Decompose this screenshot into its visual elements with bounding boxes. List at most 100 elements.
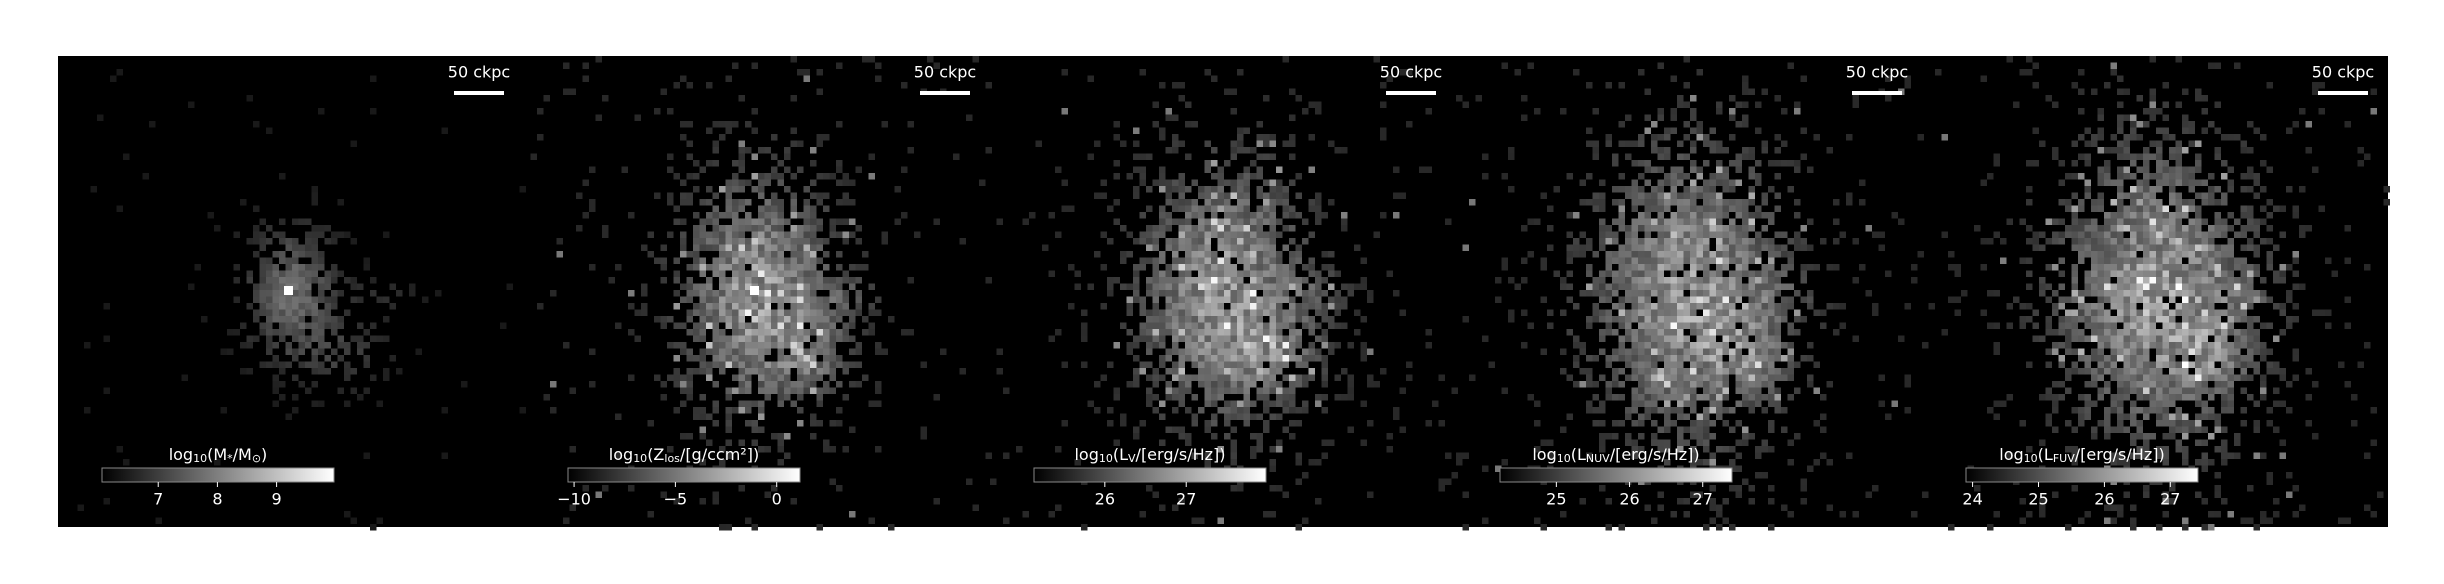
- pixel: [1269, 296, 1276, 303]
- pixel: [758, 361, 765, 368]
- pixel: [1308, 290, 1315, 297]
- pixel: [285, 413, 292, 420]
- pixel: [1328, 348, 1335, 355]
- pixel: [1742, 309, 1749, 316]
- pixel: [751, 355, 758, 362]
- pixel: [1302, 355, 1309, 362]
- pixel: [1211, 160, 1218, 167]
- pixel: [693, 322, 700, 329]
- pixel: [1670, 166, 1677, 173]
- pixel: [732, 244, 739, 251]
- pixel: [1631, 283, 1638, 290]
- pixel: [823, 348, 830, 355]
- pixel: [370, 277, 377, 284]
- pixel: [1781, 264, 1788, 271]
- pixel: [1800, 75, 1807, 82]
- pixel: [1566, 374, 1573, 381]
- pixel: [1742, 147, 1749, 154]
- pixel: [615, 264, 622, 271]
- pixel: [1328, 322, 1335, 329]
- pixel: [1729, 303, 1736, 310]
- pixel: [1618, 322, 1625, 329]
- pixel: [1657, 426, 1664, 433]
- pixel: [1612, 420, 1619, 427]
- pixel: [823, 296, 830, 303]
- pixel: [2091, 134, 2098, 141]
- pixel: [1755, 173, 1762, 180]
- pixel: [1690, 426, 1697, 433]
- pixel: [1315, 355, 1322, 362]
- pixel: [1217, 186, 1224, 193]
- pixel: [1022, 511, 1029, 518]
- pixel: [285, 238, 292, 245]
- pixel: [2299, 108, 2306, 115]
- pixel: [745, 335, 752, 342]
- pixel: [1263, 426, 1270, 433]
- pixel: [1677, 309, 1684, 316]
- pixel: [1677, 400, 1684, 407]
- pixel: [1625, 231, 1632, 238]
- pixel: [1367, 420, 1374, 427]
- pixel: [777, 290, 784, 297]
- pixel: [2156, 166, 2163, 173]
- pixel: [1709, 368, 1716, 375]
- pixel: [1954, 296, 1961, 303]
- pixel: [1599, 420, 1606, 427]
- pixel: [2201, 238, 2208, 245]
- pixel: [1987, 290, 1994, 297]
- pixel: [712, 420, 719, 427]
- pixel: [285, 303, 292, 310]
- pixel: [1586, 199, 1593, 206]
- pixel: [1644, 283, 1651, 290]
- pixel: [1139, 153, 1146, 160]
- pixel: [1191, 244, 1198, 251]
- pixel: [1315, 270, 1322, 277]
- pixel: [1638, 186, 1645, 193]
- pixel: [1159, 413, 1166, 420]
- pixel: [1742, 426, 1749, 433]
- pixel: [1178, 426, 1185, 433]
- pixel: [1657, 504, 1664, 511]
- pixel: [738, 368, 745, 375]
- pixel: [1586, 244, 1593, 251]
- pixel: [2169, 238, 2176, 245]
- pixel: [1152, 121, 1159, 128]
- pixel: [1748, 186, 1755, 193]
- pixel: [1993, 153, 2000, 160]
- pixel: [563, 62, 570, 69]
- pixel: [1185, 283, 1192, 290]
- pixel: [2227, 264, 2234, 271]
- pixel: [803, 335, 810, 342]
- pixel: [1703, 283, 1710, 290]
- pixel: [2039, 231, 2046, 238]
- pixel: [2312, 88, 2319, 95]
- pixel: [350, 277, 357, 284]
- pixel: [1159, 322, 1166, 329]
- pixel: [259, 303, 266, 310]
- pixel: [2253, 173, 2260, 180]
- pixel: [1126, 296, 1133, 303]
- pixel: [1729, 361, 1736, 368]
- pixel: [2188, 127, 2195, 134]
- pixel: [1781, 283, 1788, 290]
- pixel: [1204, 251, 1211, 258]
- pixel: [1172, 426, 1179, 433]
- pixel: [1657, 192, 1664, 199]
- pixel: [2149, 257, 2156, 264]
- pixel: [1774, 316, 1781, 323]
- pixel: [1761, 374, 1768, 381]
- pixel: [1282, 296, 1289, 303]
- pixel: [790, 316, 797, 323]
- pixel: [2175, 147, 2182, 154]
- pixel: [1230, 413, 1237, 420]
- pixel: [2117, 205, 2124, 212]
- pixel: [1178, 199, 1185, 206]
- pixel: [1651, 199, 1658, 206]
- pixel: [1087, 153, 1094, 160]
- pixel: [1295, 374, 1302, 381]
- pixel: [1146, 290, 1153, 297]
- pixel: [2143, 329, 2150, 336]
- pixel: [1308, 205, 1315, 212]
- pixel: [2130, 218, 2137, 225]
- pixel: [1560, 348, 1567, 355]
